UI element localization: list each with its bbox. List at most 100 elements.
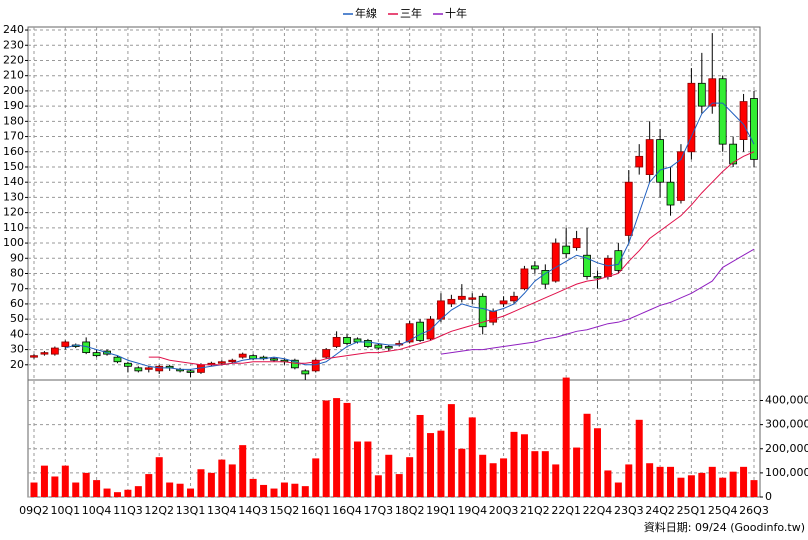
y-tick-label: 90 <box>10 251 24 264</box>
y-tick-label: 120 <box>3 206 24 219</box>
x-tick-label: 10Q1 <box>50 504 80 517</box>
volume-bar <box>322 400 330 497</box>
candle-body <box>697 82 706 107</box>
volume-bar <box>385 454 393 497</box>
candle-body <box>144 367 153 370</box>
candle-body <box>270 358 278 361</box>
candle-body <box>499 300 508 305</box>
candle-body <box>614 250 623 271</box>
y-tick-label: 20 <box>10 358 24 371</box>
candle-body <box>750 98 758 160</box>
volume-bar <box>468 417 476 497</box>
candle-body <box>61 341 70 347</box>
candle-body <box>50 347 59 355</box>
x-tick-label: 15Q2 <box>270 504 300 517</box>
volume-bar <box>500 458 508 497</box>
volume-bar <box>562 377 570 497</box>
y-tick-label: 80 <box>10 266 24 279</box>
volume-bar <box>447 404 455 497</box>
x-tick-label: 16Q4 <box>332 504 362 517</box>
volume-bar <box>374 475 382 497</box>
candle-body <box>739 101 748 140</box>
volume-bar <box>604 470 612 497</box>
x-tick-label: 26Q3 <box>739 504 769 517</box>
candle-body <box>447 298 456 305</box>
volume-bar <box>72 482 80 497</box>
volume-bar <box>82 472 90 497</box>
volume-bar <box>187 488 195 497</box>
x-tick-label: 23Q3 <box>614 504 644 517</box>
volume-bar <box>573 447 581 497</box>
candle-body <box>624 181 633 236</box>
y-tick-label: 400,000 <box>765 394 808 407</box>
candle-body <box>635 155 644 168</box>
y-tick-label: 160 <box>3 145 24 158</box>
x-tick-label: 24Q2 <box>645 504 675 517</box>
volume-bar <box>625 464 633 497</box>
x-tick-label: 22Q1 <box>551 504 581 517</box>
volume-bar <box>343 402 351 497</box>
volume-bar <box>479 454 487 497</box>
volume-bar <box>698 472 706 497</box>
volume-bar <box>155 457 163 497</box>
ma-line <box>148 151 755 366</box>
volume-bar <box>30 482 38 497</box>
volume-bar <box>124 489 132 497</box>
candle-body <box>228 359 237 363</box>
candle-body <box>583 254 591 277</box>
y-tick-label: 60 <box>10 297 24 310</box>
ma-line <box>440 248 755 355</box>
candle-body <box>124 362 132 367</box>
volume-bar <box>729 471 737 497</box>
volume-bar <box>395 474 403 497</box>
volume-bar <box>583 413 591 497</box>
candle-body <box>604 257 612 277</box>
volume-bar <box>249 478 257 497</box>
volume-bar <box>176 483 184 497</box>
x-tick-label: 25Q1 <box>677 504 707 517</box>
volume-bar <box>312 458 320 497</box>
volume-bar <box>61 465 69 497</box>
volume-bar <box>489 463 497 497</box>
volume-bar <box>103 488 111 497</box>
candle-body <box>729 143 738 165</box>
candle-body <box>687 82 696 153</box>
candle-body <box>708 78 717 107</box>
candle-body <box>322 349 331 358</box>
volume-bar <box>207 472 215 497</box>
ma-line <box>65 102 755 370</box>
y-tick-label: 230 <box>3 38 24 51</box>
candle-body <box>457 295 466 300</box>
volume-bar <box>364 441 372 497</box>
volume-bar <box>406 457 414 497</box>
candle-body <box>217 361 226 364</box>
y-tick-label: 130 <box>3 190 24 203</box>
volume-bar <box>646 463 654 497</box>
y-tick-label: 50 <box>10 312 24 325</box>
candle-body <box>311 359 320 372</box>
candle-body <box>155 365 164 372</box>
candle-body <box>645 139 654 175</box>
volume-bar <box>301 486 309 497</box>
y-tick-label: 100 <box>3 236 24 249</box>
volume-bar <box>239 445 247 497</box>
x-tick-label: 16Q1 <box>301 504 331 517</box>
x-tick-label: 18Q2 <box>395 504 425 517</box>
candle-body <box>677 151 685 201</box>
candle-body <box>416 321 424 341</box>
y-tick-label: 40 <box>10 327 24 340</box>
volume-bar <box>416 414 424 497</box>
y-tick-label: 180 <box>3 114 24 127</box>
candle-body <box>30 355 38 358</box>
legend-label: 三年 <box>400 6 422 20</box>
x-tick-label: 19Q1 <box>426 504 456 517</box>
volume-bar <box>197 469 205 497</box>
candle-body <box>134 367 143 372</box>
candle-body <box>572 238 581 249</box>
x-tick-label: 10Q4 <box>82 504 112 517</box>
y-tick-label: 190 <box>3 99 24 112</box>
candle-body <box>290 359 299 369</box>
volume-bar <box>552 464 560 497</box>
volume-bar <box>635 419 643 497</box>
